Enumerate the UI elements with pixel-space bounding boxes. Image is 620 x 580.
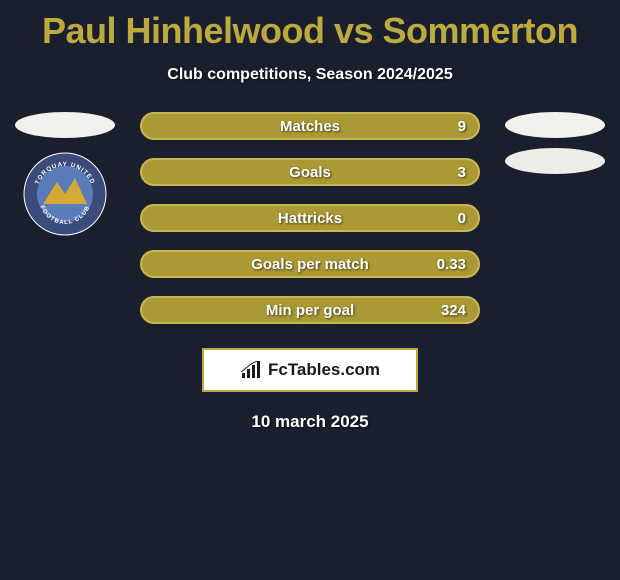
- stat-bar-min-per-goal: Min per goal 324: [140, 296, 480, 324]
- bar-chart-icon: [240, 361, 262, 379]
- stat-label: Goals: [289, 164, 331, 181]
- player-oval-right-1: [505, 112, 605, 138]
- content-area: TORQUAY UNITED FOOTBALL CLUB Matches 9 G…: [0, 112, 620, 432]
- stat-bar-matches: Matches 9: [140, 112, 480, 140]
- stat-value: 3: [458, 164, 466, 181]
- stat-value: 324: [441, 302, 466, 319]
- stat-value: 0: [458, 210, 466, 227]
- right-column: [500, 112, 610, 174]
- stat-bar-goals-per-match: Goals per match 0.33: [140, 250, 480, 278]
- player-oval-left: [15, 112, 115, 138]
- club-badge: TORQUAY UNITED FOOTBALL CLUB: [23, 152, 107, 236]
- site-logo-text: FcTables.com: [268, 360, 380, 380]
- stats-list: Matches 9 Goals 3 Hattricks 0 Goals per …: [140, 112, 480, 324]
- stat-bar-goals: Goals 3: [140, 158, 480, 186]
- stat-label: Min per goal: [266, 302, 354, 319]
- site-logo[interactable]: FcTables.com: [202, 348, 418, 392]
- stat-value: 0.33: [437, 256, 466, 273]
- date-text: 10 march 2025: [0, 412, 620, 432]
- club-badge-icon: TORQUAY UNITED FOOTBALL CLUB: [23, 152, 107, 236]
- left-column: TORQUAY UNITED FOOTBALL CLUB: [10, 112, 120, 236]
- page-title: Paul Hinhelwood vs Sommerton: [0, 0, 620, 52]
- stat-label: Hattricks: [278, 210, 342, 227]
- stat-value: 9: [458, 118, 466, 135]
- stat-label: Goals per match: [251, 256, 369, 273]
- stat-label: Matches: [280, 118, 340, 135]
- stat-bar-hattricks: Hattricks 0: [140, 204, 480, 232]
- subtitle: Club competitions, Season 2024/2025: [0, 66, 620, 84]
- player-oval-right-2: [505, 148, 605, 174]
